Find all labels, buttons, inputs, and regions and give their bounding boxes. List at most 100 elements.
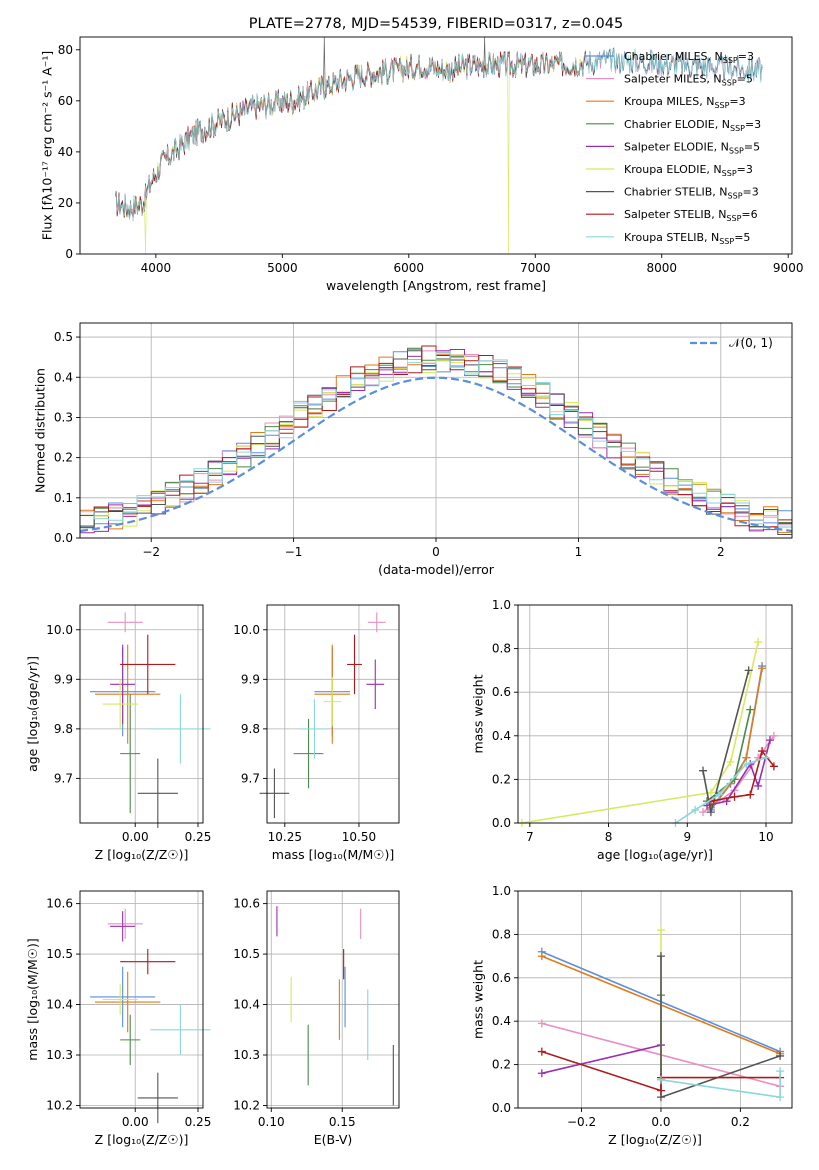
- x-tick-label: 0.0: [651, 1115, 670, 1129]
- weight-marker: [744, 666, 753, 675]
- weight-marker: [754, 781, 763, 790]
- axes-age_Z: [80, 605, 203, 823]
- legend-entry: Kroupa STELIB, NSSP=5: [624, 231, 750, 246]
- weight-series-5: [541, 1044, 662, 1075]
- x-tick-label: 9: [683, 830, 691, 844]
- y-tick-label: 10.0: [46, 623, 73, 637]
- y-tick-label: 0: [65, 247, 73, 261]
- x-tick-label: 10: [758, 830, 773, 844]
- weight-marker: [776, 1051, 785, 1060]
- y-tick-label: 10.5: [46, 947, 73, 961]
- weight-marker: [769, 762, 778, 771]
- y-axis-label: Normed distribution: [32, 368, 47, 493]
- weight-marker: [769, 731, 778, 740]
- legend-entry: Salpeter STELIB, NSSP=6: [624, 208, 758, 223]
- y-tick-label: 40: [58, 145, 73, 159]
- y-axis-label: Flux [fλ10⁻¹⁷ erg cm⁻² s⁻¹ A⁻¹]: [40, 51, 55, 240]
- x-tick-label: 0.00: [122, 830, 149, 844]
- y-tick-label: 0.0: [492, 816, 511, 830]
- y-tick-label: 10.3: [233, 1048, 260, 1062]
- weight-marker: [762, 753, 771, 762]
- weight-series-2: [702, 735, 775, 813]
- plot-frame: [517, 890, 793, 1109]
- weight-marker: [746, 705, 755, 714]
- legend-entry: Chabrier ELODIE, NSSP=3: [624, 118, 761, 133]
- weight-marker: [726, 757, 735, 766]
- x-tick-label: −0.2: [567, 1115, 596, 1129]
- x-axis-label: wavelength [Angstrom, rest frame]: [326, 278, 546, 293]
- histogram-series-8: [79, 345, 792, 538]
- errorbars-age_Z: [90, 612, 211, 828]
- x-tick-label: 0.25: [185, 830, 212, 844]
- y-tick-label: 9.9: [54, 672, 73, 686]
- spectrum-lines: [115, 37, 763, 254]
- histograms: [79, 345, 793, 538]
- y-tick-label: 10.6: [233, 897, 260, 911]
- weight-marker: [742, 760, 751, 769]
- weight-marker: [754, 638, 763, 647]
- y-tick-label: 10.5: [233, 947, 260, 961]
- weight-marker: [714, 790, 723, 799]
- x-tick-label: 0.2: [731, 1115, 750, 1129]
- histogram-series-9: [79, 351, 792, 538]
- weight-marker: [537, 1019, 546, 1028]
- weight-marker: [699, 766, 708, 775]
- frame-residuals: −2 −1 0 1 2 0.0 0.1 0.2 0.3 0.4 0.5 (data-model)/er…: [32, 322, 793, 577]
- x-tick-label: 6000: [394, 261, 425, 275]
- y-tick-label: 80: [58, 43, 73, 57]
- x-axis-label: E(B-V): [314, 1132, 353, 1147]
- legend-entry: Kroupa ELODIE, NSSP=3: [624, 163, 753, 178]
- legend-entry: Kroupa MILES, NSSP=3: [624, 95, 746, 110]
- y-tick-label: 0.6: [492, 685, 511, 699]
- y-tick-label: 1.0: [492, 884, 511, 898]
- x-tick-label: 7: [526, 830, 534, 844]
- legend-entry: Salpeter MILES, NSSP=5: [624, 73, 753, 88]
- legend-entry: Chabrier MILES, NSSP=3: [624, 50, 754, 65]
- weight-marker: [537, 1069, 546, 1078]
- y-tick-label: 0.8: [492, 927, 511, 941]
- axes-age_mass: [267, 605, 399, 823]
- x-tick-label: 0.10: [258, 1115, 285, 1129]
- x-tick-label: −2: [142, 545, 160, 559]
- x-tick-label: 1: [575, 545, 583, 559]
- y-tick-label: 9.8: [54, 722, 73, 736]
- y-tick-label: 0.3: [54, 410, 73, 424]
- errorbars-mass_Z: [90, 908, 211, 1124]
- y-tick-label: 60: [58, 94, 73, 108]
- y-tick-label: 10.0: [233, 623, 260, 637]
- frame-weight_age: 7 8 9 10 0.0 0.2 0.4 0.6 0.8 1.0 age [log₁₀(age/yr…: [470, 598, 793, 862]
- y-tick-label: 0.2: [492, 1058, 511, 1072]
- x-tick-label: 4000: [141, 261, 172, 275]
- weight-series-9: [660, 1071, 781, 1099]
- y-tick-label: 0.4: [492, 729, 511, 743]
- y-tick-label: 10.2: [46, 1098, 73, 1112]
- plot-frame: [517, 604, 793, 824]
- y-tick-label: 10.6: [46, 897, 73, 911]
- x-tick-label: 0.25: [185, 1115, 212, 1129]
- y-tick-label: 0.4: [54, 370, 73, 384]
- frame-spectrum: 4000 5000 6000 7000 8000 9000 0 20 40 60 80 wavelen…: [40, 36, 804, 293]
- errorbars-age_mass: [259, 612, 386, 819]
- y-axis-label: age [log₁₀(age/yr)]: [25, 656, 40, 772]
- x-tick-label: 5000: [267, 261, 298, 275]
- plot-frame: [79, 890, 204, 1109]
- weight-marker: [765, 736, 774, 745]
- legend-entry: Salpeter ELODIE, NSSP=5: [624, 140, 760, 155]
- y-tick-label: 10.4: [46, 998, 73, 1012]
- weight-series-6: [521, 641, 759, 824]
- x-tick-label: 9000: [773, 261, 804, 275]
- x-tick-label: 0.00: [122, 1115, 149, 1129]
- x-tick-label: −1: [285, 545, 303, 559]
- y-tick-label: 0.2: [492, 772, 511, 786]
- legend-entry: Chabrier STELIB, NSSP=3: [624, 186, 759, 201]
- y-tick-label: 0.2: [54, 451, 73, 465]
- x-tick-label: 8: [605, 830, 613, 844]
- plot-frame: [266, 890, 400, 1109]
- y-tick-label: 9.8: [241, 722, 260, 736]
- y-tick-label: 20: [58, 196, 73, 210]
- weights-weight_age: [517, 638, 778, 827]
- y-tick-label: 9.9: [241, 672, 260, 686]
- weight-marker: [537, 952, 546, 961]
- weight-marker: [776, 1067, 785, 1076]
